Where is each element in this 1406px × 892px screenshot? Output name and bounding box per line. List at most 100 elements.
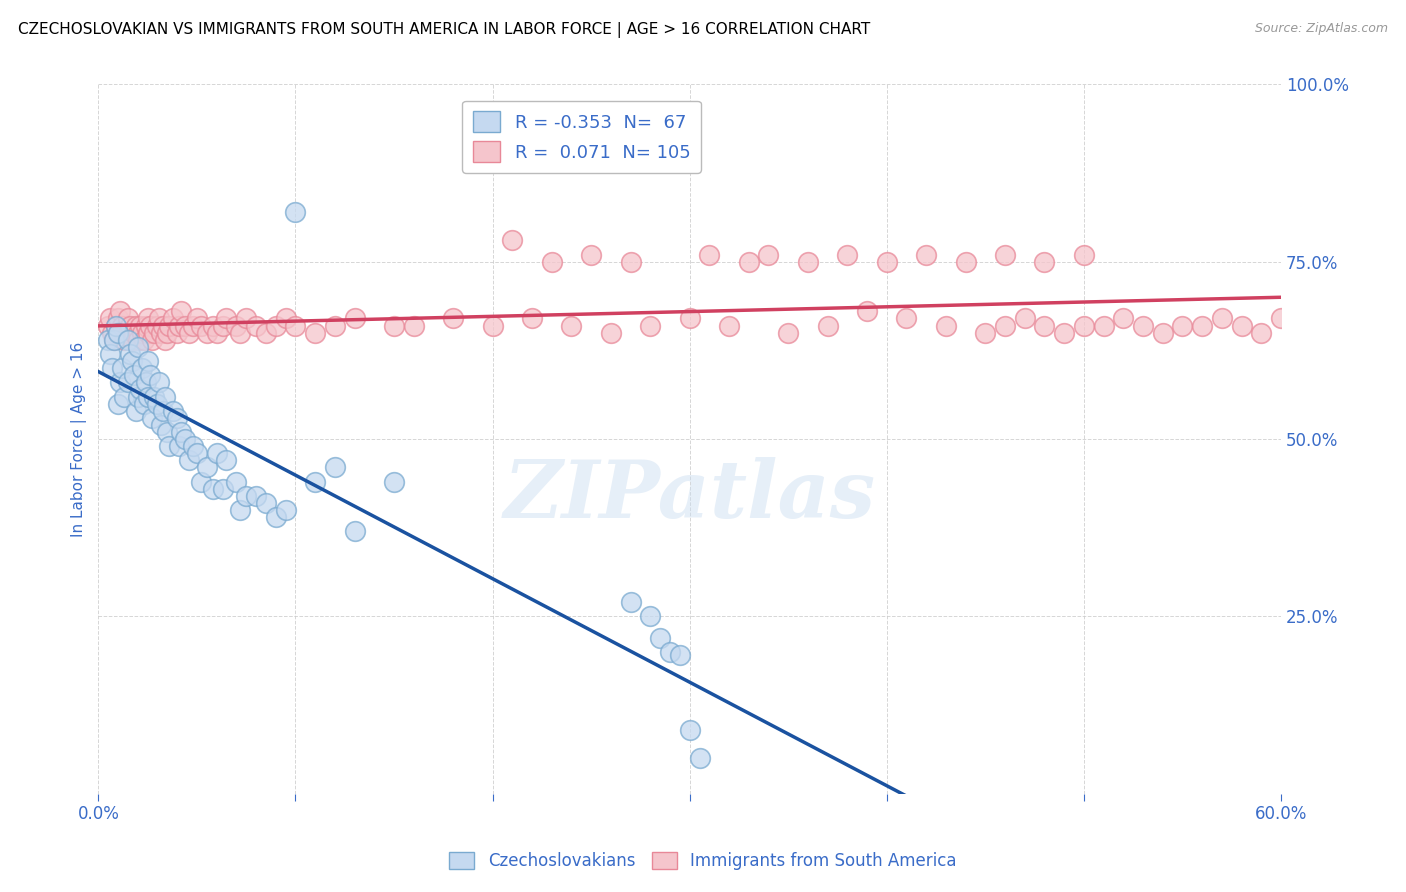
Point: [146, 318, 169, 333]
Point: [162, 403, 184, 417]
Point: [103, 333, 125, 347]
Point: [619, 595, 641, 609]
Point: [167, 318, 190, 333]
Point: [225, 475, 247, 489]
Point: [1112, 311, 1135, 326]
Point: [1033, 254, 1056, 268]
Point: [1132, 318, 1154, 333]
Point: [103, 333, 125, 347]
Point: [105, 318, 128, 333]
Point: [190, 475, 212, 489]
Point: [679, 723, 702, 737]
Point: [166, 326, 188, 340]
Point: [201, 482, 224, 496]
Point: [136, 354, 159, 368]
Point: [132, 396, 155, 410]
Point: [135, 318, 157, 333]
Point: [1073, 318, 1095, 333]
Point: [117, 333, 139, 347]
Point: [758, 247, 780, 261]
Point: [1171, 318, 1194, 333]
Point: [1152, 326, 1174, 340]
Point: [122, 326, 145, 340]
Point: [955, 254, 977, 268]
Point: [186, 311, 208, 326]
Point: [107, 326, 129, 340]
Point: [225, 318, 247, 333]
Point: [107, 326, 129, 340]
Text: ZIPatlas: ZIPatlas: [503, 457, 876, 534]
Point: [177, 453, 200, 467]
Point: [156, 326, 179, 340]
Point: [718, 318, 741, 333]
Point: [174, 318, 197, 333]
Point: [205, 446, 228, 460]
Point: [560, 318, 582, 333]
Point: [245, 489, 267, 503]
Point: [1211, 311, 1233, 326]
Point: [156, 425, 179, 439]
Point: [1053, 326, 1076, 340]
Point: [190, 318, 212, 333]
Point: [254, 496, 277, 510]
Point: [162, 311, 184, 326]
Point: [136, 326, 159, 340]
Point: [284, 318, 307, 333]
Point: [157, 439, 180, 453]
Point: [177, 326, 200, 340]
Point: [599, 326, 621, 340]
Point: [166, 410, 188, 425]
Point: [167, 439, 190, 453]
Text: Source: ZipAtlas.com: Source: ZipAtlas.com: [1254, 22, 1388, 36]
Point: [155, 333, 177, 347]
Point: [127, 390, 149, 404]
Point: [170, 425, 193, 439]
Point: [699, 247, 721, 261]
Point: [105, 318, 128, 333]
Point: [150, 326, 173, 340]
Point: [738, 254, 761, 268]
Point: [98, 347, 121, 361]
Point: [181, 439, 204, 453]
Point: [142, 326, 165, 340]
Point: [382, 318, 405, 333]
Point: [668, 648, 690, 663]
Point: [343, 311, 366, 326]
Point: [141, 410, 163, 425]
Point: [274, 503, 297, 517]
Point: [1073, 247, 1095, 261]
Point: [125, 318, 148, 333]
Point: [211, 318, 233, 333]
Point: [112, 333, 135, 347]
Point: [117, 311, 139, 326]
Point: [107, 311, 129, 326]
Point: [304, 475, 326, 489]
Point: [284, 205, 307, 219]
Point: [155, 390, 177, 404]
Point: [638, 609, 661, 624]
Point: [994, 247, 1017, 261]
Point: [264, 510, 287, 524]
Point: [112, 390, 135, 404]
Point: [135, 376, 157, 390]
Point: [97, 333, 120, 347]
Point: [1033, 318, 1056, 333]
Point: [935, 318, 957, 333]
Point: [215, 311, 238, 326]
Point: [122, 368, 145, 383]
Point: [797, 254, 820, 268]
Point: [323, 318, 346, 333]
Point: [138, 318, 160, 333]
Point: [501, 234, 523, 248]
Point: [111, 318, 134, 333]
Point: [915, 247, 938, 261]
Point: [382, 475, 405, 489]
Point: [136, 390, 159, 404]
Legend: R = -0.353  N=  67, R =  0.071  N= 105: R = -0.353 N= 67, R = 0.071 N= 105: [463, 101, 702, 173]
Point: [264, 318, 287, 333]
Point: [101, 326, 124, 340]
Point: [648, 631, 671, 645]
Point: [994, 318, 1017, 333]
Point: [97, 318, 120, 333]
Point: [111, 361, 134, 376]
